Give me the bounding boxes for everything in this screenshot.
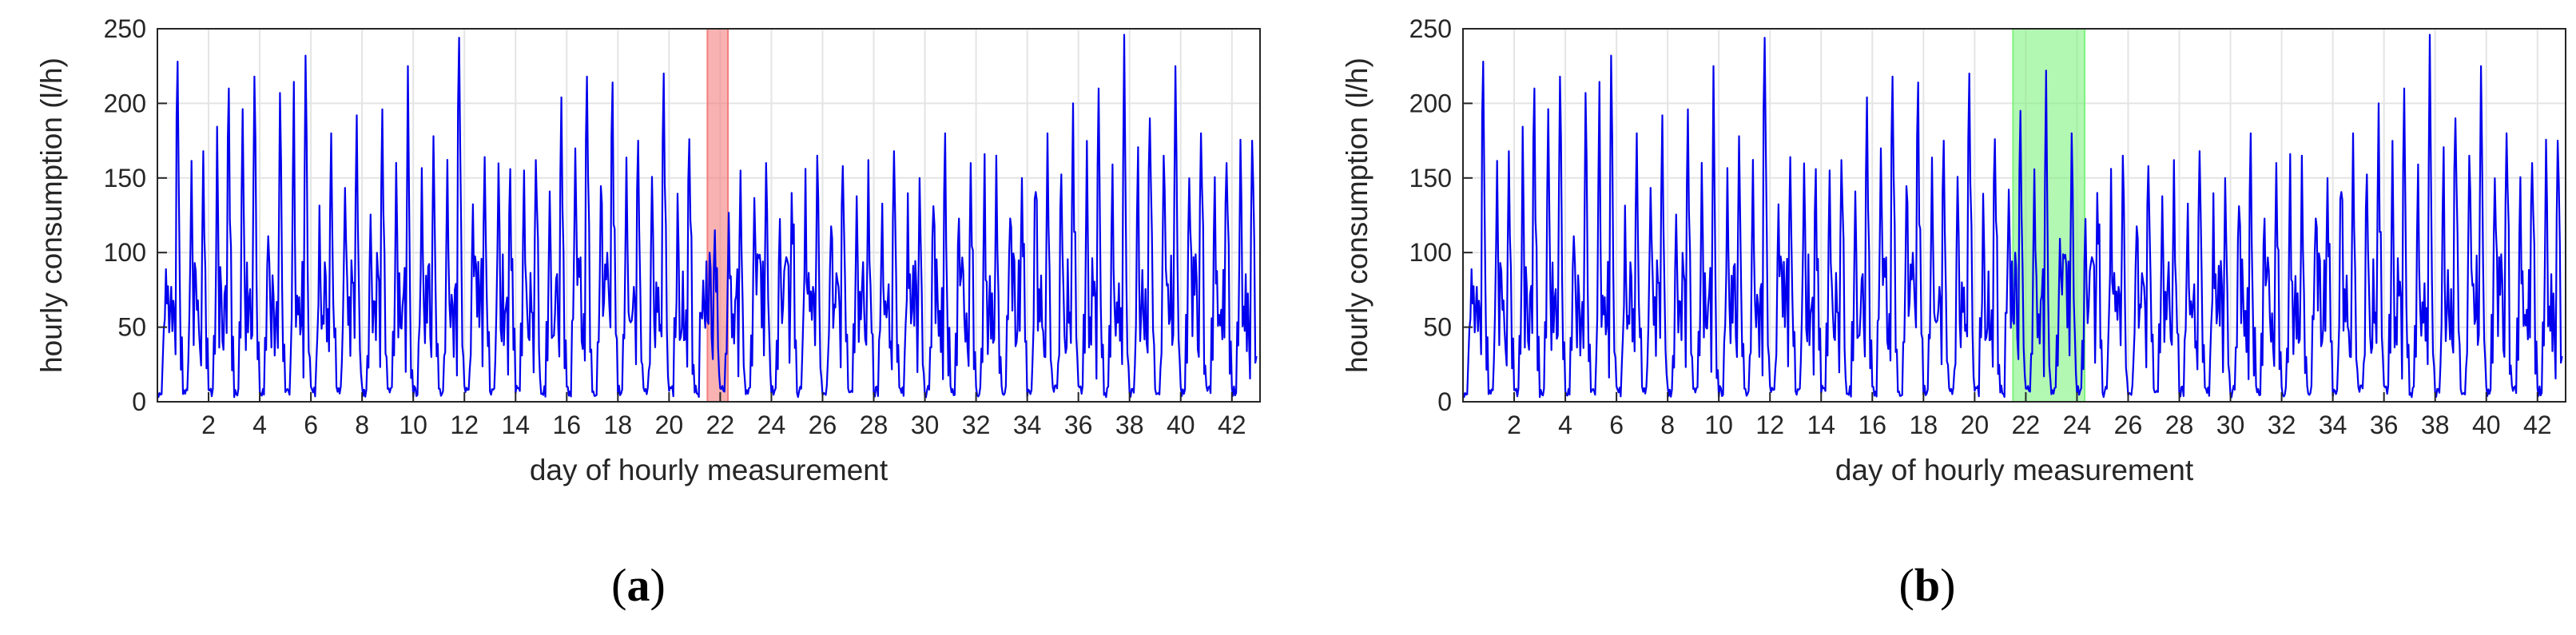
y-tick-label: 200 bbox=[1409, 89, 1452, 117]
x-tick-label: 28 bbox=[2165, 411, 2194, 439]
y-tick-label: 150 bbox=[1409, 164, 1452, 192]
x-tick-label: 12 bbox=[450, 411, 479, 439]
x-tick-label: 4 bbox=[252, 411, 267, 439]
x-tick-label: 26 bbox=[809, 411, 837, 439]
x-tick-label: 6 bbox=[304, 411, 318, 439]
x-tick-label: 42 bbox=[2523, 411, 2552, 439]
chart-a: 2 4 6 8 10 12 14 16 18 20 22 24 26 28 30 32 34 36 38 40 4205… bbox=[35, 14, 1261, 486]
x-tick-label: 22 bbox=[2012, 411, 2041, 439]
x-tick-label: 10 bbox=[1704, 411, 1733, 439]
y-tick-label: 250 bbox=[104, 14, 146, 43]
x-tick-label: 10 bbox=[399, 411, 427, 439]
panel-label-b: (b) bbox=[1899, 559, 1956, 611]
x-tick-label: 2 bbox=[201, 411, 216, 439]
x-tick-label: 8 bbox=[355, 411, 369, 439]
series-line-0 bbox=[156, 34, 1258, 399]
y-tick-label: 100 bbox=[1409, 238, 1452, 267]
x-tick-label: 20 bbox=[1961, 411, 1990, 439]
x-tick-label: 30 bbox=[2216, 411, 2245, 439]
x-tick-label: 36 bbox=[1064, 411, 1093, 439]
y-axis-label: hourly consumption (l/h) bbox=[35, 58, 68, 373]
y-tick-label: 0 bbox=[1437, 387, 1452, 416]
x-tick-label: 18 bbox=[604, 411, 633, 439]
x-tick-label: 34 bbox=[1013, 411, 1042, 439]
x-tick-label: 2 bbox=[1507, 411, 1521, 439]
x-tick-label: 12 bbox=[1755, 411, 1784, 439]
y-tick-label: 0 bbox=[132, 387, 146, 416]
x-axis-label: day of hourly measurement bbox=[1835, 454, 2194, 486]
panel-label-a: (a) bbox=[611, 559, 666, 611]
x-tick-label: 20 bbox=[655, 411, 684, 439]
y-tick-label: 50 bbox=[1423, 313, 1452, 342]
x-tick-label: 16 bbox=[1858, 411, 1887, 439]
x-tick-label: 8 bbox=[1660, 411, 1675, 439]
y-tick-label: 50 bbox=[117, 313, 146, 342]
x-tick-label: 34 bbox=[2319, 411, 2347, 439]
x-tick-label: 14 bbox=[501, 411, 530, 439]
x-tick-label: 38 bbox=[2421, 411, 2450, 439]
x-tick-label: 32 bbox=[962, 411, 991, 439]
x-tick-label: 16 bbox=[553, 411, 582, 439]
x-tick-label: 22 bbox=[706, 411, 735, 439]
x-tick-label: 36 bbox=[2370, 411, 2399, 439]
y-tick-label: 250 bbox=[1409, 14, 1452, 43]
x-tick-label: 30 bbox=[911, 411, 940, 439]
y-tick-label: 200 bbox=[104, 89, 146, 117]
x-tick-label: 24 bbox=[2063, 411, 2092, 439]
x-tick-label: 6 bbox=[1609, 411, 1624, 439]
series-line-0 bbox=[1461, 34, 2563, 399]
x-axis-label: day of hourly measurement bbox=[530, 454, 888, 486]
x-tick-label: 40 bbox=[1167, 411, 1195, 439]
axes-frame bbox=[157, 28, 1261, 403]
x-tick-label: 28 bbox=[860, 411, 888, 439]
y-axis-label: hourly consumption (l/h) bbox=[1341, 58, 1373, 373]
x-tick-label: 24 bbox=[757, 411, 786, 439]
x-tick-label: 14 bbox=[1807, 411, 1835, 439]
x-tick-label: 26 bbox=[2114, 411, 2143, 439]
x-tick-label: 40 bbox=[2472, 411, 2501, 439]
y-tick-label: 100 bbox=[104, 238, 146, 267]
x-tick-label: 42 bbox=[1218, 411, 1246, 439]
x-tick-label: 18 bbox=[1910, 411, 1938, 439]
chart-b: 2 4 6 8 10 12 14 16 18 20 22 24 26 28 30 32 34 36 38 40 4205… bbox=[1341, 14, 2566, 486]
axes-frame bbox=[1462, 28, 2566, 403]
x-tick-label: 32 bbox=[2268, 411, 2296, 439]
x-tick-label: 4 bbox=[1558, 411, 1572, 439]
x-tick-label: 38 bbox=[1115, 411, 1144, 439]
y-tick-label: 150 bbox=[104, 164, 146, 192]
